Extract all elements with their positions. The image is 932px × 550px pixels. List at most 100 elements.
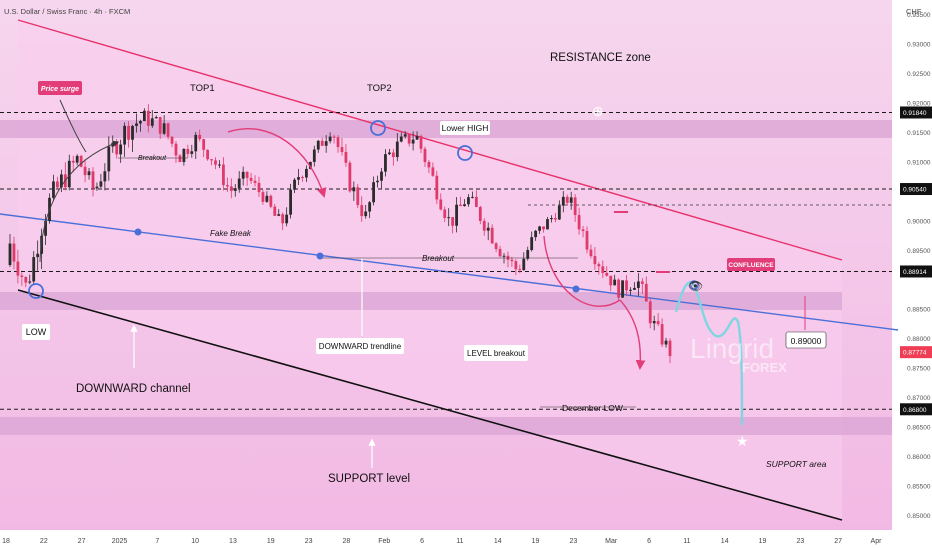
annotation-low: LOW xyxy=(26,327,47,337)
candle-body xyxy=(305,168,308,178)
candle-body xyxy=(597,264,601,267)
candle xyxy=(71,155,75,173)
candle-body xyxy=(135,123,138,126)
candle-body xyxy=(222,164,225,186)
watermark: Lingrid FOREX xyxy=(690,333,787,375)
candle xyxy=(75,154,79,166)
candle xyxy=(119,139,123,163)
candle-body xyxy=(285,214,289,224)
annotation-lower-high: Lower HIGH xyxy=(442,123,489,133)
candle xyxy=(139,119,142,132)
candle-body xyxy=(174,143,178,156)
price-level-tag: 0.87774 xyxy=(900,346,932,359)
x-tick-label: 14 xyxy=(721,538,729,545)
price-surge-badge: Price surge xyxy=(38,81,82,95)
top2-marker xyxy=(370,120,386,136)
candle xyxy=(16,249,20,284)
candle xyxy=(581,225,585,238)
candle xyxy=(261,189,265,205)
candle-body xyxy=(67,160,71,188)
candle-body xyxy=(372,182,375,203)
candle-body xyxy=(344,151,348,163)
candle-body xyxy=(498,248,502,257)
x-tick-label: 13 xyxy=(229,538,237,545)
candle xyxy=(241,166,245,186)
projection-path xyxy=(674,281,744,426)
candle xyxy=(557,200,561,221)
candle-body xyxy=(206,149,210,160)
candle xyxy=(593,247,597,270)
price-level-tag-bg xyxy=(900,265,932,278)
candle xyxy=(214,157,217,170)
candle xyxy=(174,140,178,163)
candle xyxy=(478,205,482,225)
downward-trendline-badge: DOWNWARD trendline xyxy=(316,338,404,354)
price-level-tag: 0.88914 xyxy=(900,265,932,278)
candle xyxy=(170,136,174,148)
candle xyxy=(257,176,261,198)
x-tick-label: Apr xyxy=(871,538,883,545)
candle-body xyxy=(368,202,372,212)
candle-body xyxy=(538,226,541,231)
candle xyxy=(59,169,63,193)
candle xyxy=(166,122,170,140)
candle-body xyxy=(510,259,514,262)
candle-body xyxy=(198,134,202,140)
candle xyxy=(285,207,289,227)
candle-body xyxy=(455,204,458,226)
candle-body xyxy=(281,214,285,224)
candle-body xyxy=(664,340,668,345)
low-badge: LOW xyxy=(22,324,50,340)
candle-body xyxy=(557,205,561,220)
candle-body xyxy=(593,256,597,265)
candle-body xyxy=(376,180,379,183)
y-tick-label: 0.89500 xyxy=(907,248,931,255)
price-level-tag-bg xyxy=(900,403,932,416)
candle-body xyxy=(463,204,466,207)
candle-body xyxy=(127,125,130,140)
candle xyxy=(518,264,522,274)
annotation-support-area: SUPPORT area xyxy=(766,459,827,469)
candle-body xyxy=(364,211,368,217)
candle xyxy=(344,143,348,167)
candle-body xyxy=(253,180,257,183)
candle xyxy=(186,144,190,158)
candle-body xyxy=(194,134,198,152)
pink-arrow-level-breakout xyxy=(619,299,646,370)
annotation-breakout-2: Breakout xyxy=(422,254,455,263)
candle-body xyxy=(245,171,249,178)
candle xyxy=(609,275,613,292)
lower-high-marker xyxy=(457,145,473,161)
price-level-tag-bg xyxy=(900,106,932,119)
candle xyxy=(372,176,375,206)
price-level-tag-bg xyxy=(900,346,932,359)
candle-body xyxy=(617,279,621,298)
candle-body xyxy=(332,136,336,138)
y-tick-label: 0.86000 xyxy=(907,454,931,461)
candle-body xyxy=(146,110,150,126)
candle-body xyxy=(644,283,648,302)
candle xyxy=(142,108,146,122)
candle-body xyxy=(518,269,522,271)
candle xyxy=(233,184,237,197)
candle-body xyxy=(435,175,439,200)
candle-body xyxy=(99,181,103,187)
y-tick-label: 0.85500 xyxy=(907,483,931,490)
candle-body xyxy=(32,257,36,282)
x-tick-label: 18 xyxy=(2,538,10,545)
candle xyxy=(293,178,296,193)
price-level-tag: 0.86800 xyxy=(900,403,932,416)
annotation-downward-channel: DOWNWARD channel xyxy=(76,383,191,395)
candle-body xyxy=(668,340,672,357)
candle-body xyxy=(233,188,237,191)
candle-body xyxy=(142,110,146,122)
price-surge-pointer xyxy=(59,99,87,153)
candle xyxy=(182,148,186,166)
candle xyxy=(356,183,360,209)
candle xyxy=(530,231,534,252)
candle xyxy=(380,167,383,189)
candle xyxy=(550,215,553,223)
y-tick-label: 0.85000 xyxy=(907,513,931,520)
candle xyxy=(451,217,455,234)
